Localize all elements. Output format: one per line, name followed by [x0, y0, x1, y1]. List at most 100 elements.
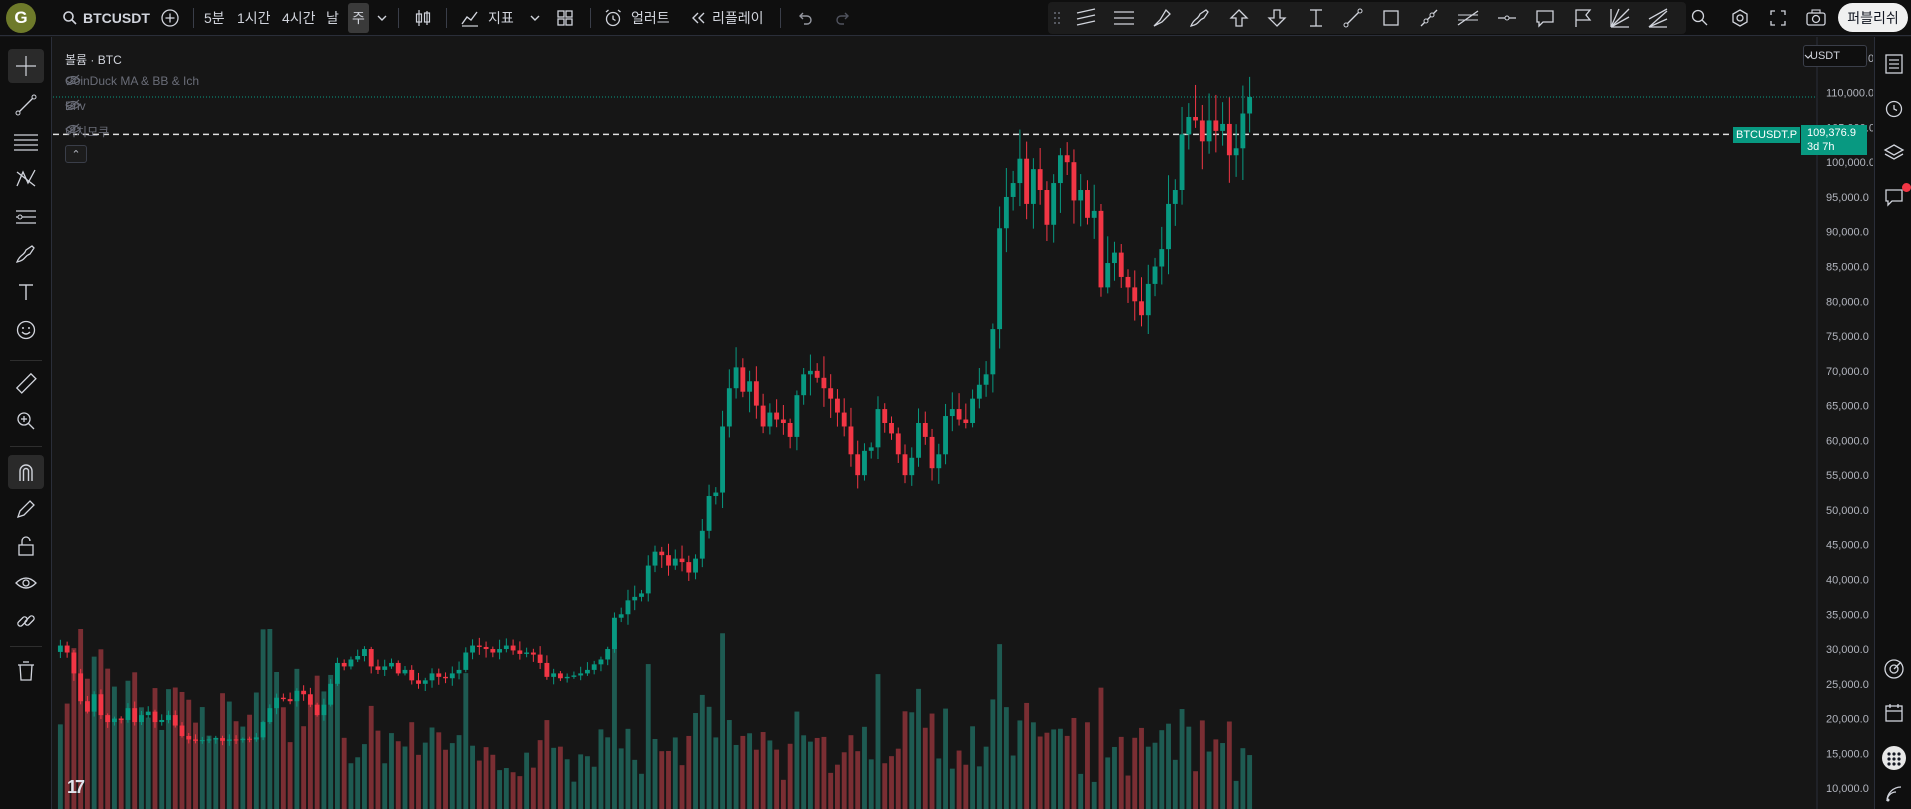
volume-bar [490, 754, 496, 809]
trash-icon [18, 661, 34, 681]
stay-in-drawing-mode-tool[interactable] [8, 492, 44, 526]
chart-type-button[interactable] [413, 0, 433, 36]
volume-bar [929, 713, 935, 809]
drag-handle-icon[interactable] [1052, 0, 1062, 36]
collapse-legend-button[interactable]: ⌃ [65, 145, 87, 163]
candle-body [260, 722, 266, 738]
pitchfork-tool[interactable] [1074, 0, 1098, 36]
volume-bar [1051, 729, 1057, 809]
chat-icon [1885, 189, 1903, 207]
flag-tool[interactable] [1572, 0, 1594, 36]
object-tree-button[interactable] [1879, 138, 1909, 168]
pattern-tool[interactable] [8, 162, 44, 196]
replay-button[interactable]: 리플레이 [690, 0, 764, 36]
chart-pane[interactable]: 115,000.0110,000.0105,000.0100,000.095,0… [53, 37, 1873, 809]
redo-button[interactable] [834, 0, 852, 36]
rectangle-tool[interactable] [1380, 0, 1402, 36]
volume-bar [645, 664, 651, 809]
timeframe-week[interactable]: 주 [352, 10, 365, 26]
hotlists-button[interactable] [1879, 654, 1909, 684]
publish-button[interactable]: 퍼블리쉬 [1838, 3, 1908, 32]
gann-fan-tool[interactable] [1608, 0, 1632, 36]
candle-body [159, 719, 165, 723]
horizontal-line-tool[interactable] [1496, 0, 1518, 36]
chart-search-button[interactable] [1690, 0, 1710, 36]
candle-body [1017, 158, 1023, 184]
compare-add-button[interactable] [160, 0, 180, 36]
fib-retracement-tool[interactable] [8, 125, 44, 159]
eye-hidden-icon[interactable] [65, 123, 81, 135]
chats-button[interactable] [1879, 182, 1911, 212]
timeframe-day[interactable]: 날 [326, 10, 339, 26]
fib-fan-tool[interactable] [1646, 0, 1670, 36]
crosshair-tool[interactable] [8, 49, 44, 83]
candle-body [679, 558, 685, 563]
apps-button[interactable] [1879, 743, 1909, 773]
watchlist-button[interactable] [1879, 49, 1909, 79]
emoji-tool[interactable] [8, 313, 44, 347]
timeframe-1h[interactable]: 1시간 [237, 10, 271, 26]
indicators-dropdown[interactable] [529, 0, 541, 36]
trend-line-tool[interactable] [8, 88, 44, 122]
fullscreen-button[interactable] [1768, 0, 1788, 36]
alerts-panel-button[interactable] [1879, 93, 1909, 123]
volume-bar [78, 629, 84, 809]
timeframe-dropdown[interactable] [376, 0, 388, 36]
candle-body [882, 409, 888, 423]
legend-indicator-2[interactable]: Env [65, 99, 86, 113]
text-tool[interactable] [8, 275, 44, 309]
highlighter-tool[interactable] [1150, 0, 1174, 36]
screenshot-button[interactable] [1805, 0, 1827, 36]
zoom-tool[interactable] [8, 404, 44, 438]
volume-bar [470, 745, 475, 809]
undo-button[interactable] [796, 0, 814, 36]
callout-tool[interactable] [1534, 0, 1556, 36]
volume-bar [483, 747, 489, 809]
timeframe-5m[interactable]: 5분 [204, 10, 225, 26]
volume-bar [970, 726, 976, 809]
lock-drawings-tool[interactable] [8, 529, 44, 563]
candle-body [443, 676, 448, 679]
sync-drawings-tool[interactable] [8, 604, 44, 638]
remove-drawings-tool[interactable] [8, 654, 44, 688]
parallel-channel-tool[interactable] [1112, 0, 1136, 36]
volume-bar [368, 705, 374, 809]
alert-button[interactable]: 얼러트 [603, 0, 670, 36]
settings-button[interactable] [1730, 0, 1750, 36]
symbol-search[interactable]: BTCUSDT [62, 0, 150, 36]
candle-body [868, 447, 874, 451]
fib-tool[interactable] [1456, 0, 1480, 36]
layouts-button[interactable] [556, 0, 574, 36]
brush-tool[interactable] [8, 237, 44, 271]
prediction-tool[interactable] [8, 200, 44, 234]
measure-tool[interactable] [8, 366, 44, 400]
candle-body [226, 739, 232, 741]
magnet-mode-tool[interactable] [8, 455, 44, 489]
legend-indicator-1[interactable]: CoinDuck MA & BB & Ich [65, 74, 199, 88]
volume-bar [301, 726, 307, 809]
volume-bar [855, 751, 861, 809]
brush-tool[interactable] [1188, 0, 1212, 36]
currency-select[interactable]: USDT [1803, 45, 1867, 67]
ray-tool[interactable] [1418, 0, 1440, 36]
volume-bar [186, 699, 192, 809]
volume-bar [578, 754, 584, 809]
candle-body [936, 454, 942, 469]
streams-button[interactable] [1879, 779, 1909, 809]
trend-line-tool[interactable] [1342, 0, 1364, 36]
indicators-button[interactable]: 지표 [460, 0, 514, 36]
hide-drawings-tool[interactable] [8, 566, 44, 600]
volume-bar [112, 686, 117, 809]
calendar-button[interactable] [1879, 698, 1909, 728]
arrow-down-tool[interactable] [1266, 0, 1288, 36]
user-avatar[interactable]: G [6, 3, 36, 33]
candle-body [720, 426, 726, 493]
arrow-up-tool[interactable] [1228, 0, 1250, 36]
price-chart[interactable]: 115,000.0110,000.0105,000.0100,000.095,0… [53, 37, 1873, 809]
price-range-tool[interactable] [1305, 0, 1327, 36]
legend-indicator-3[interactable]: 이치모쿠 [65, 123, 109, 140]
tradingview-logo[interactable]: 17 [67, 777, 85, 797]
timeframe-4h[interactable]: 4시간 [282, 10, 316, 26]
eye-hidden-icon[interactable] [65, 74, 81, 86]
eye-hidden-icon[interactable] [65, 99, 81, 111]
